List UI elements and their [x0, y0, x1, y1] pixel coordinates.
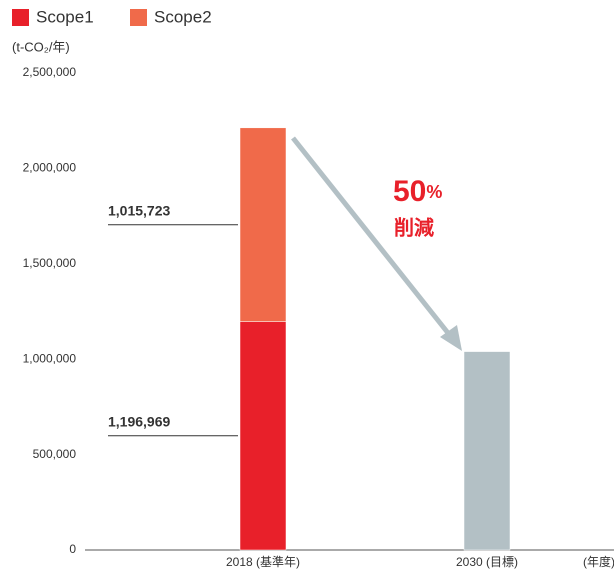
y-tick-label: 1,000,000	[23, 351, 77, 365]
annotation-value: 50%	[393, 175, 442, 208]
legend-label: Scope1	[36, 7, 94, 26]
y-tick-label: 0	[69, 542, 76, 556]
y-tick-label: 1,500,000	[23, 256, 77, 270]
value-label: 1,015,723	[108, 202, 170, 218]
x-tick-label: 2018 (基準年)	[226, 554, 300, 569]
annotation-number: 50	[393, 175, 426, 208]
legend-label: Scope2	[154, 7, 212, 26]
value-label: 1,196,969	[108, 414, 170, 430]
arrow	[291, 136, 462, 351]
legend-swatch	[12, 9, 29, 26]
y-tick-label: 2,500,000	[23, 65, 77, 79]
legend-swatch	[130, 9, 147, 26]
x-tick-label: 2030 (目標)	[456, 555, 518, 569]
unit-label: (t-CO₂/年)	[12, 39, 70, 54]
bar-segment	[463, 351, 511, 551]
annotation-unit: %	[426, 182, 442, 202]
x-axis-label: (年度)	[583, 554, 614, 569]
bar-segment	[239, 127, 287, 322]
annotation-text: 削減	[394, 215, 434, 239]
y-tick-label: 2,000,000	[23, 161, 77, 175]
y-tick-label: 500,000	[33, 447, 77, 461]
bar-segment	[239, 321, 287, 551]
